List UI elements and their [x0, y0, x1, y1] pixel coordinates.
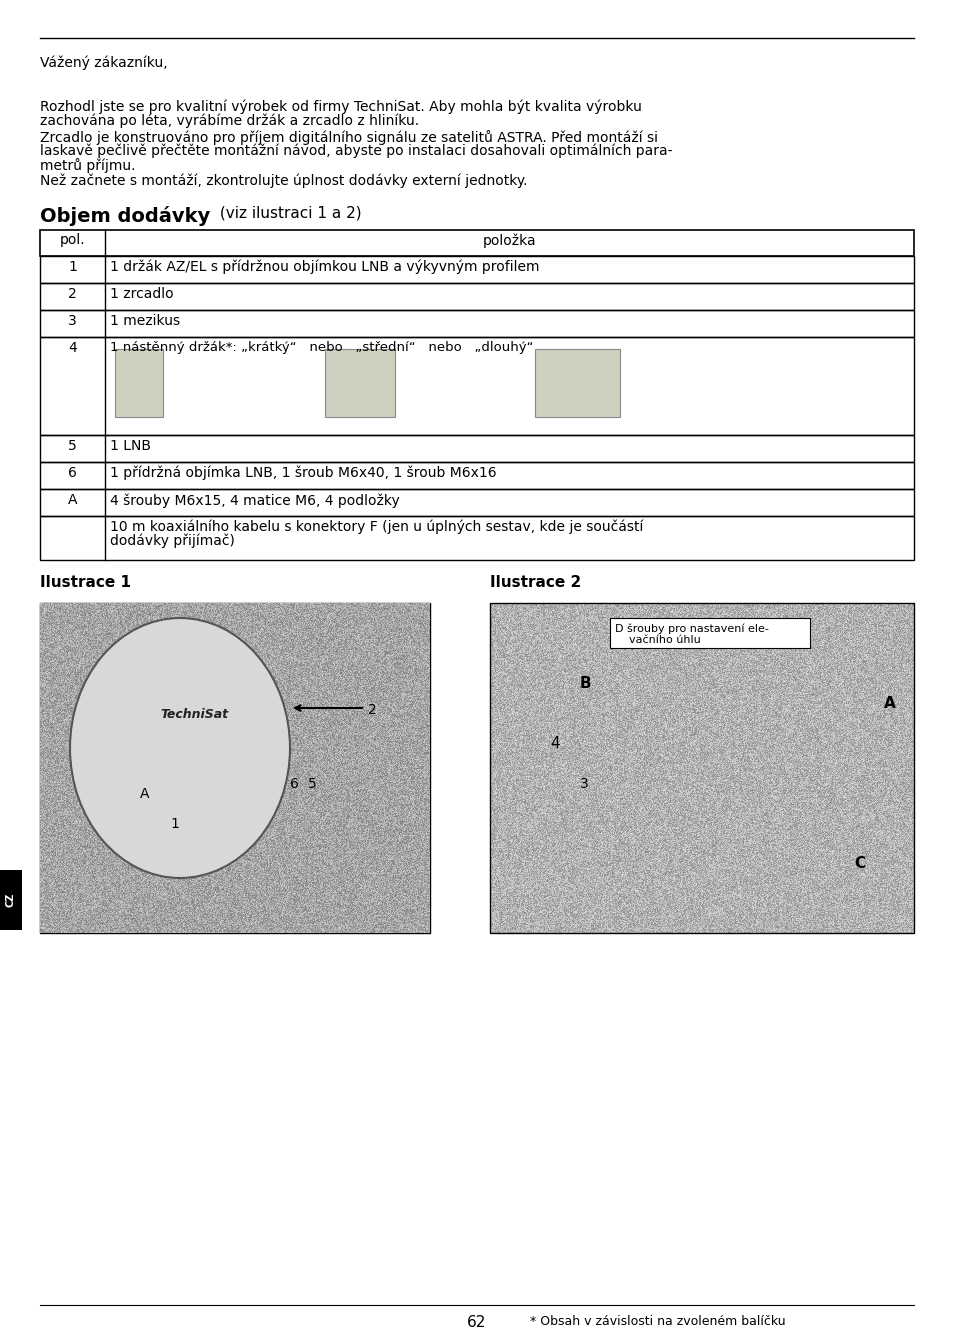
Text: 4 šrouby M6x15, 4 matice M6, 4 podložky: 4 šrouby M6x15, 4 matice M6, 4 podložky: [110, 492, 399, 507]
Bar: [40, 488, 913, 516]
Text: 1 LNB: 1 LNB: [110, 439, 151, 454]
Text: 1 nástěnný držák*: „krátký“   nebo   „střední“   nebo   „dlouhý“: 1 nástěnný držák*: „krátký“ nebo „středn…: [110, 341, 533, 355]
Bar: [40, 230, 913, 256]
Bar: [40, 603, 430, 933]
Text: Zrcadlo je konstruováno pro příjem digitálního signálu ze satelitů ASTRA. Před m: Zrcadlo je konstruováno pro příjem digit…: [40, 130, 658, 145]
Bar: [535, 349, 619, 417]
Bar: [40, 337, 913, 435]
Text: Než začnete s montáží, zkontrolujte úplnost dodávky externí jednotky.: Než začnete s montáží, zkontrolujte úpln…: [40, 174, 527, 189]
Text: 3: 3: [579, 777, 588, 791]
Text: pol.: pol.: [60, 233, 85, 248]
Text: 10 m koaxiálního kabelu s konektory F (jen u úplných sestav, kde je součástí: 10 m koaxiálního kabelu s konektory F (j…: [110, 520, 642, 534]
Text: * Obsah v závislosti na zvoleném balíčku: * Obsah v závislosti na zvoleném balíčku: [530, 1315, 785, 1329]
Bar: [40, 256, 913, 284]
Text: B: B: [579, 676, 591, 690]
Text: Ilustrace 2: Ilustrace 2: [490, 575, 580, 590]
Text: CZ: CZ: [6, 892, 16, 907]
Text: 4: 4: [550, 736, 559, 751]
Text: (viz ilustraci 1 a 2): (viz ilustraci 1 a 2): [214, 206, 361, 221]
Text: dodávky přijímač): dodávky přijímač): [110, 534, 234, 549]
Text: zachována po léta, vyrábíme držák a zrcadlo z hliníku.: zachována po léta, vyrábíme držák a zrca…: [40, 114, 418, 128]
Text: A: A: [140, 787, 150, 801]
Text: 1: 1: [170, 818, 178, 831]
Text: položka: položka: [482, 233, 536, 248]
Text: Ilustrace 1: Ilustrace 1: [40, 575, 131, 590]
Text: 62: 62: [467, 1315, 486, 1330]
Bar: [40, 462, 913, 488]
Text: metrů příjmu.: metrů příjmu.: [40, 158, 135, 173]
Bar: [40, 284, 913, 310]
Text: 2: 2: [68, 286, 77, 301]
Text: 3: 3: [68, 314, 77, 328]
Text: 1 mezikus: 1 mezikus: [110, 314, 180, 328]
Text: TechniSat: TechniSat: [160, 708, 228, 721]
Text: A: A: [883, 696, 895, 710]
Text: 6: 6: [68, 466, 77, 480]
Ellipse shape: [70, 618, 290, 878]
Text: Objem dodávky: Objem dodávky: [40, 206, 210, 226]
Bar: [40, 310, 913, 337]
Text: 5: 5: [308, 777, 316, 791]
Bar: [115, 349, 163, 417]
Bar: [609, 618, 809, 648]
Text: A: A: [68, 492, 77, 507]
Text: C: C: [853, 856, 864, 871]
Bar: [490, 603, 913, 933]
Text: D šrouby pro nastavení ele-
    vačního úhlu: D šrouby pro nastavení ele- vačního úhlu: [615, 624, 768, 645]
Text: 6: 6: [290, 777, 298, 791]
Text: Vážený zákazníku,: Vážený zákazníku,: [40, 55, 168, 70]
Text: 4: 4: [68, 341, 77, 355]
Text: 1 přídržná objímka LNB, 1 šroub M6x40, 1 šroub M6x16: 1 přídržná objímka LNB, 1 šroub M6x40, 1…: [110, 466, 497, 480]
Text: laskavě pečlivě přečtěte montážní návod, abyste po instalaci dosahovali optimáln: laskavě pečlivě přečtěte montážní návod,…: [40, 145, 672, 158]
Bar: [0, 870, 22, 930]
Text: 5: 5: [68, 439, 77, 454]
Text: 1 držák AZ/EL s přídržnou objímkou LNB a výkyvným profilem: 1 držák AZ/EL s přídržnou objímkou LNB a…: [110, 260, 539, 274]
Bar: [40, 435, 913, 462]
Bar: [325, 349, 395, 417]
Text: 1 zrcadlo: 1 zrcadlo: [110, 286, 173, 301]
Bar: [40, 516, 913, 561]
Text: 2: 2: [368, 702, 376, 717]
Text: Rozhodl jste se pro kvalitní výrobek od firmy TechniSat. Aby mohla být kvalita v: Rozhodl jste se pro kvalitní výrobek od …: [40, 100, 641, 115]
Text: 1: 1: [68, 260, 77, 274]
